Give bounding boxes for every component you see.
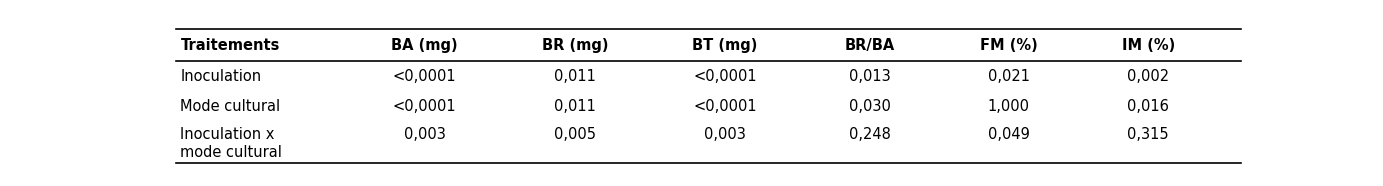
Text: 0,003: 0,003 <box>404 126 445 142</box>
Text: 0,011: 0,011 <box>553 99 596 114</box>
Text: 0,011: 0,011 <box>553 68 596 84</box>
Text: <0,0001: <0,0001 <box>393 99 456 114</box>
Text: 0,005: 0,005 <box>553 126 596 142</box>
Text: 1,000: 1,000 <box>987 99 1030 114</box>
Text: 0,013: 0,013 <box>849 68 891 84</box>
Text: 0,016: 0,016 <box>1127 99 1169 114</box>
Text: Inoculation: Inoculation <box>180 68 261 84</box>
Text: 0,248: 0,248 <box>849 126 891 142</box>
Text: Traitements: Traitements <box>180 38 279 53</box>
Text: <0,0001: <0,0001 <box>693 68 757 84</box>
Text: BR/BA: BR/BA <box>845 38 895 53</box>
Text: FM (%): FM (%) <box>981 38 1037 53</box>
Text: 0,002: 0,002 <box>1127 68 1169 84</box>
Text: Mode cultural: Mode cultural <box>180 99 281 114</box>
Text: <0,0001: <0,0001 <box>693 99 757 114</box>
Text: <0,0001: <0,0001 <box>393 68 456 84</box>
Text: IM (%): IM (%) <box>1122 38 1176 53</box>
Text: 0,049: 0,049 <box>987 126 1030 142</box>
Text: 0,315: 0,315 <box>1127 126 1169 142</box>
Text: Inoculation x
mode cultural: Inoculation x mode cultural <box>180 127 282 161</box>
Text: 0,021: 0,021 <box>987 68 1030 84</box>
Text: BR (mg): BR (mg) <box>542 38 609 53</box>
Text: 0,003: 0,003 <box>704 126 745 142</box>
Text: 0,030: 0,030 <box>849 99 891 114</box>
Text: BA (mg): BA (mg) <box>391 38 458 53</box>
Text: BT (mg): BT (mg) <box>692 38 758 53</box>
